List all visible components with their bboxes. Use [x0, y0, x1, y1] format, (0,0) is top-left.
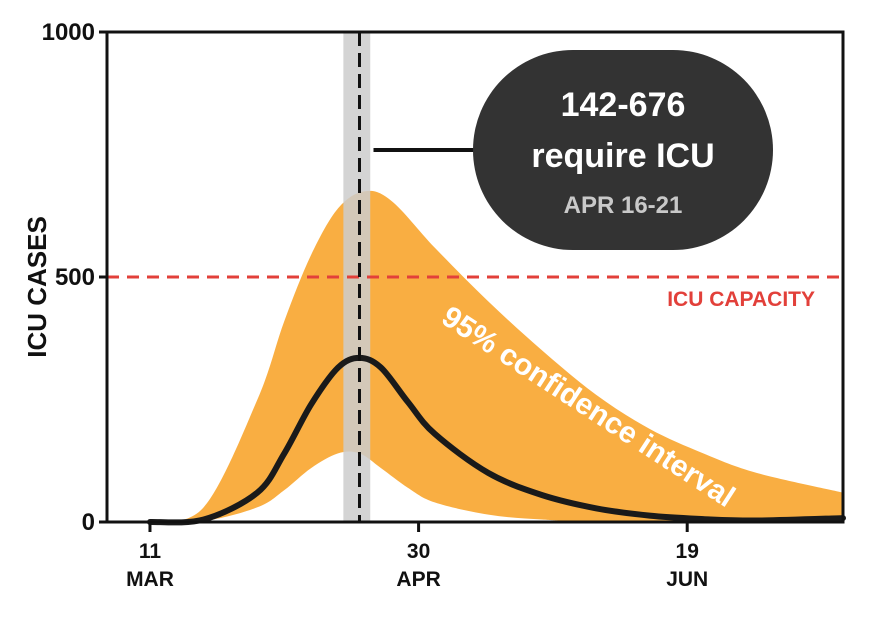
- callout-range: 142-676: [561, 86, 686, 124]
- y-tick-label: 0: [82, 509, 95, 536]
- callout-text: require ICU: [531, 137, 714, 175]
- y-tick-label: 1000: [42, 19, 95, 46]
- x-tick-day: 19: [676, 540, 699, 563]
- callout-dates: APR 16-21: [564, 192, 683, 219]
- x-tick-day: 30: [407, 540, 430, 563]
- y-axis-title: ICU CASES: [22, 216, 52, 358]
- x-tick-month: MAR: [126, 568, 174, 591]
- y-tick-label: 500: [55, 264, 95, 291]
- confidence-band: [150, 190, 843, 523]
- x-tick-day: 11: [139, 540, 162, 563]
- x-tick-month: JUN: [666, 568, 708, 591]
- median-line: [147, 354, 846, 526]
- callout-bubble: [473, 50, 773, 250]
- capacity-label: ICU CAPACITY: [667, 288, 815, 311]
- x-tick-month: APR: [396, 568, 440, 591]
- plot-area: [107, 32, 846, 526]
